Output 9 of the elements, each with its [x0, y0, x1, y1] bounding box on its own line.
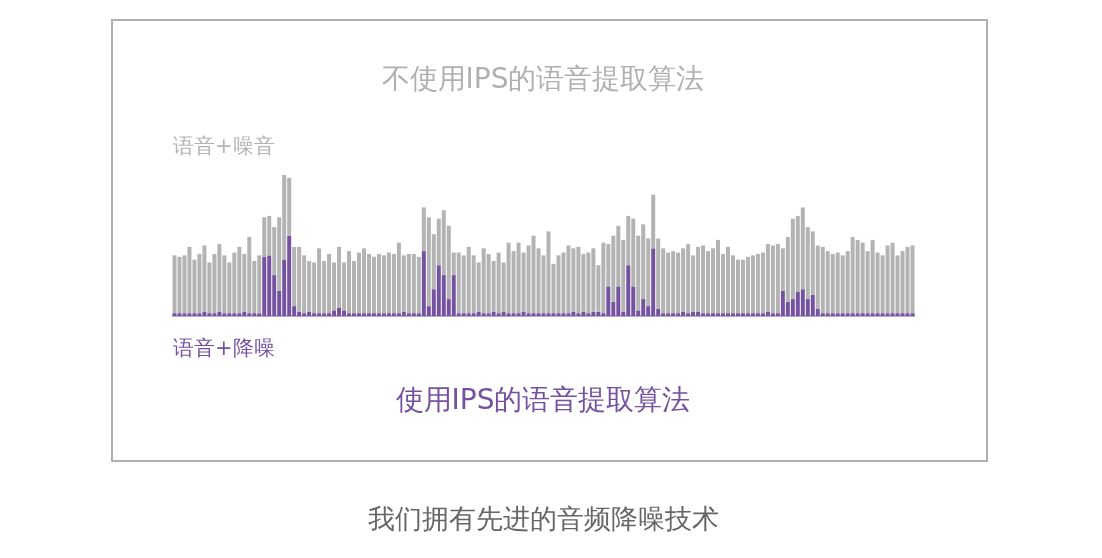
bar: [546, 231, 551, 314]
bar: [910, 245, 915, 314]
text: 使用IPS的语音提取算法: [395, 383, 691, 416]
bar: [177, 256, 182, 314]
series-label: 语音+噪音: [173, 134, 275, 158]
text: 我们拥有先进的音频降噪技术: [367, 503, 719, 534]
chart-title: 不使用IPS的语音提取算法: [381, 62, 705, 95]
series-label: 语音+降噪: [173, 336, 275, 360]
bar: [416, 256, 421, 314]
